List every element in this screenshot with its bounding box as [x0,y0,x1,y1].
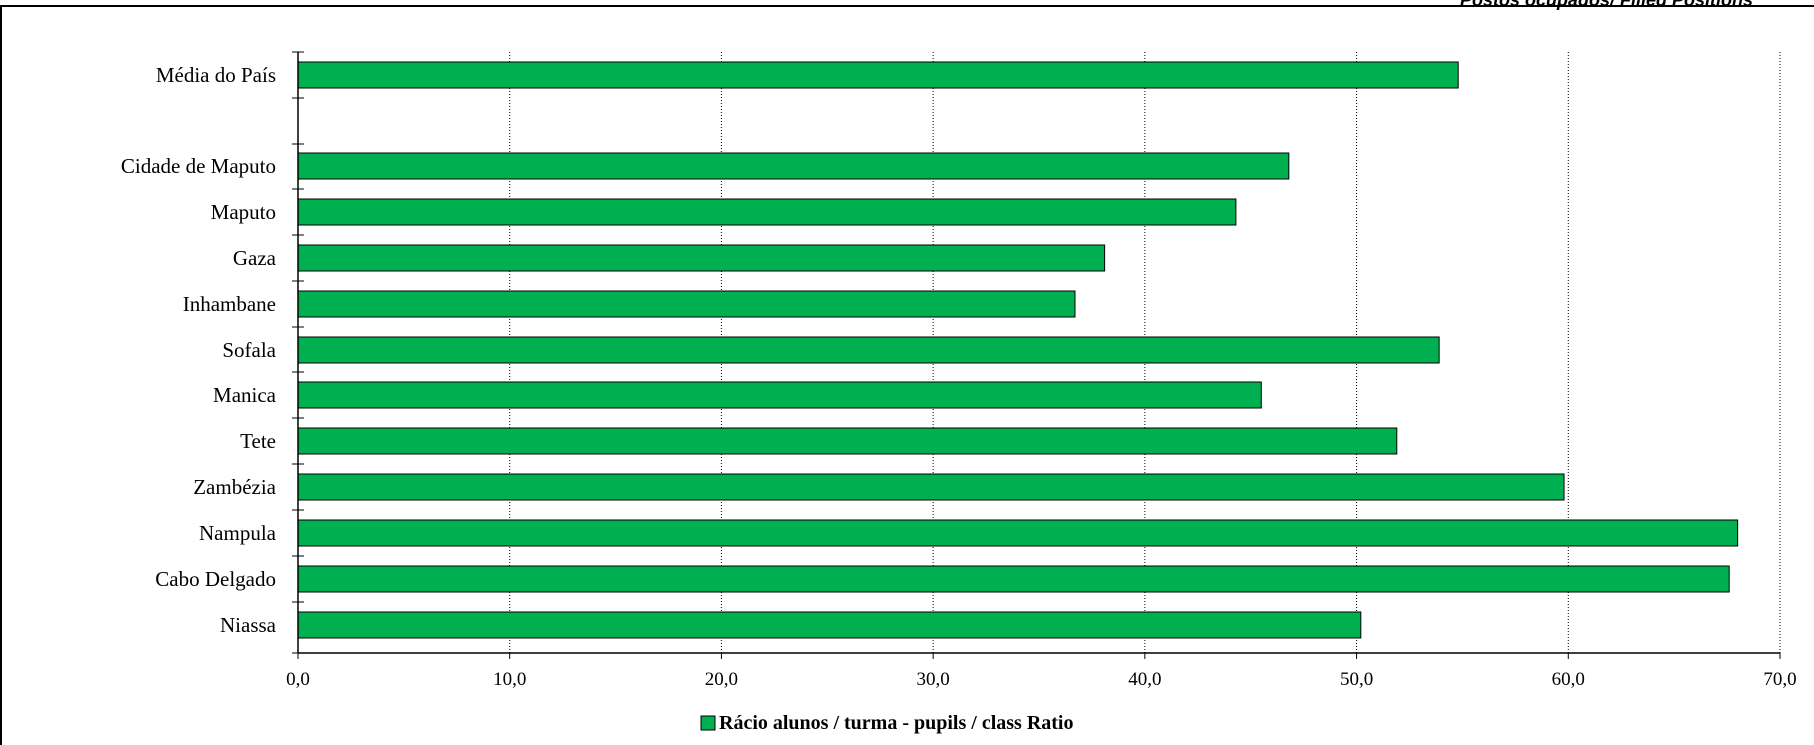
corner-note: Postos ocupados/ Filled Positions [1460,0,1753,10]
bar [297,152,1290,180]
bar [297,473,1565,501]
bar [297,381,1262,409]
bar [297,611,1362,639]
x-tick-label: 60,0 [1552,669,1585,690]
bar [297,336,1440,364]
bar [297,565,1730,593]
legend[interactable]: Rácio alunos / turma - pupils / class Ra… [700,712,1073,734]
x-tick-label: 0,0 [286,669,310,690]
category-label: Niassa [220,613,277,637]
category-label: Maputo [211,200,276,224]
category-label: Tete [240,429,276,453]
bar [297,61,1459,89]
legend-swatch [700,715,716,731]
bar [297,198,1237,226]
category-label: Média do País [156,63,276,87]
x-tick-labels: 0,0 10,0 20,0 30,0 40,0 50,0 60,0 70,0 [286,669,1797,690]
x-tick-label: 50,0 [1340,669,1373,690]
bar [297,427,1398,455]
bars [297,61,1739,639]
category-label: Manica [213,383,277,407]
legend-label: Rácio alunos / turma - pupils / class Ra… [719,712,1073,734]
chart-border [0,5,1814,745]
category-label: Gaza [233,246,277,270]
category-label: Cabo Delgado [155,567,276,591]
category-label: Nampula [199,521,277,545]
x-tick-label: 30,0 [917,669,950,690]
category-label: Cidade de Maputo [121,154,276,178]
category-labels: Média do País Cidade de Maputo Maputo Gaza I… [121,63,277,637]
category-label: Inhambane [183,292,276,316]
category-label: Sofala [222,338,276,362]
x-tick-label: 70,0 [1763,669,1796,690]
bar [297,290,1076,318]
x-tick-label: 20,0 [705,669,738,690]
axes [292,51,1781,659]
x-tick-label: 40,0 [1128,669,1161,690]
category-label: Zambézia [193,475,276,499]
bar [297,519,1739,547]
bar [297,244,1106,272]
x-tick-label: 10,0 [493,669,526,690]
